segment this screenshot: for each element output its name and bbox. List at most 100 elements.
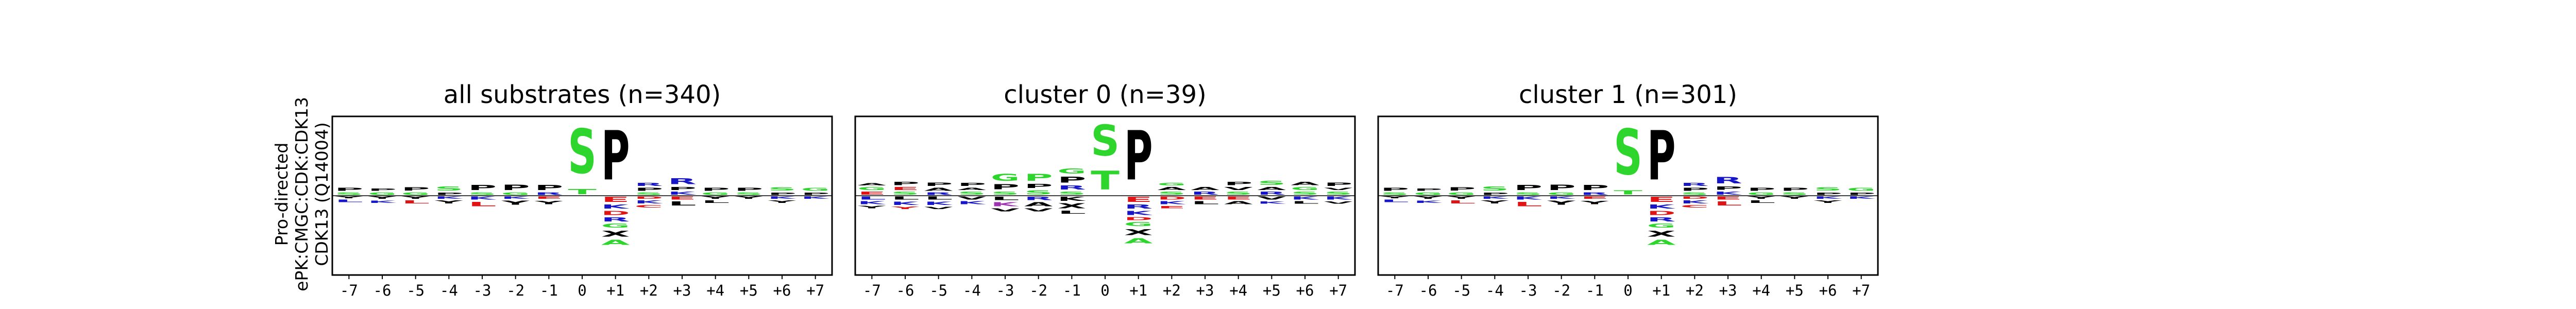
- residue-glyph: D: [1124, 216, 1153, 221]
- x-tick-label: +5: [740, 282, 758, 299]
- svg-text:S: S: [635, 192, 664, 196]
- residue-glyph: Y: [1747, 196, 1775, 200]
- residue-glyph: K: [1258, 200, 1286, 204]
- svg-text:G: G: [1547, 192, 1576, 196]
- residue-glyph: L: [1514, 200, 1543, 208]
- residue-glyph: G: [501, 192, 530, 196]
- logo-column: SP YL: [1380, 187, 1409, 203]
- residue-glyph: Y: [857, 205, 886, 210]
- residue-glyph: E: [1714, 196, 1742, 200]
- residue-glyph: K: [1714, 191, 1742, 196]
- svg-text:Y: Y: [891, 206, 920, 210]
- residue-glyph: A: [601, 238, 630, 246]
- residue-glyph: V: [991, 208, 1020, 212]
- svg-text:A: A: [924, 187, 953, 192]
- residue-glyph: A: [1124, 237, 1153, 245]
- svg-text:A: A: [1024, 201, 1053, 208]
- svg-text:G: G: [1058, 167, 1087, 175]
- svg-text:E: E: [601, 196, 630, 203]
- residue-glyph: K: [1291, 196, 1319, 200]
- svg-text:S: S: [991, 191, 1020, 196]
- residue-glyph: G: [1747, 192, 1776, 196]
- residue-glyph: P: [468, 184, 497, 192]
- svg-text:P: P: [1447, 186, 1476, 192]
- y-axis-label: Pro-directed ePK:CMGC:CDK:CDK13 CDK13 (Q…: [272, 97, 332, 291]
- svg-text:G: G: [1747, 192, 1776, 196]
- residue-glyph: S: [435, 185, 464, 192]
- svg-text:Y: Y: [1447, 196, 1476, 200]
- residue-glyph: Y: [401, 196, 430, 200]
- svg-text:E: E: [891, 186, 920, 191]
- svg-text:R: R: [1581, 192, 1609, 196]
- residue-glyph: S: [735, 192, 764, 196]
- svg-text:V: V: [1024, 208, 1053, 212]
- svg-text:L: L: [401, 200, 430, 204]
- residue-glyph: P: [535, 184, 564, 192]
- svg-text:K: K: [1158, 200, 1187, 205]
- svg-text:K: K: [1291, 196, 1319, 200]
- svg-text:V: V: [958, 196, 987, 200]
- residue-glyph: G: [1291, 186, 1319, 191]
- residue-glyph: P: [1781, 187, 1809, 192]
- svg-text:P: P: [501, 183, 530, 192]
- x-tick-label: +1: [1652, 282, 1670, 299]
- residue-glyph: L: [668, 200, 697, 207]
- residue-glyph: T: [568, 188, 597, 196]
- residue-glyph: S: [1158, 191, 1187, 196]
- logo-column: KPR EL: [1714, 175, 1742, 207]
- residue-glyph: E: [1124, 196, 1153, 203]
- x-tick-label: +3: [673, 282, 691, 299]
- residue-glyph: K: [1847, 196, 1876, 200]
- svg-text:L: L: [1381, 199, 1410, 203]
- residue-glyph: P: [1447, 186, 1476, 192]
- x-tick-label: +3: [1719, 282, 1737, 299]
- x-tick-label: -7: [340, 282, 358, 299]
- svg-text:K: K: [1258, 200, 1286, 204]
- residue-glyph: S: [568, 116, 597, 188]
- residue-glyph: X: [1124, 228, 1153, 237]
- svg-text:D: D: [1124, 216, 1153, 221]
- residue-glyph: P: [1847, 192, 1876, 196]
- svg-text:X: X: [1058, 202, 1087, 210]
- svg-text:E: E: [1714, 196, 1742, 200]
- residue-glyph: Y: [1814, 200, 1842, 204]
- residue-glyph: L: [1747, 200, 1776, 204]
- svg-text:D: D: [1158, 196, 1187, 200]
- svg-text:V: V: [1258, 196, 1286, 200]
- residue-glyph: T: [1614, 190, 1642, 196]
- residue-glyph: P: [1747, 187, 1776, 192]
- svg-text:P: P: [1681, 187, 1709, 192]
- residue-glyph: L: [335, 199, 364, 203]
- x-tick-label: +3: [1196, 282, 1214, 299]
- svg-text:K: K: [801, 196, 830, 200]
- logo-column: SVP EA: [1224, 181, 1253, 205]
- svg-text:K: K: [924, 200, 953, 206]
- svg-text:G: G: [501, 192, 530, 196]
- residue-glyph: L: [924, 196, 953, 200]
- residue-glyph: Y: [891, 206, 920, 210]
- svg-text:P: P: [1224, 181, 1253, 186]
- residue-glyph: L: [991, 196, 1020, 201]
- residue-glyph: R: [1714, 175, 1742, 185]
- x-tick-label: -2: [1029, 282, 1047, 299]
- residue-glyph: V: [1224, 186, 1253, 191]
- svg-text:Y: Y: [857, 205, 886, 210]
- residue-glyph: D: [601, 210, 630, 216]
- svg-text:L: L: [891, 196, 920, 200]
- svg-text:L: L: [468, 200, 497, 208]
- residue-glyph: L: [1191, 200, 1219, 205]
- logo-column: SPY: [734, 187, 763, 200]
- svg-text:K: K: [1324, 196, 1353, 200]
- residue-glyph: L: [401, 200, 430, 204]
- x-tick-label: -7: [863, 282, 881, 299]
- residue-glyph: R: [601, 216, 630, 222]
- residue-glyph: R: [1191, 191, 1219, 196]
- svg-text:V: V: [991, 208, 1020, 212]
- svg-text:P: P: [401, 186, 430, 192]
- logo-column: SPR DKC: [635, 182, 664, 209]
